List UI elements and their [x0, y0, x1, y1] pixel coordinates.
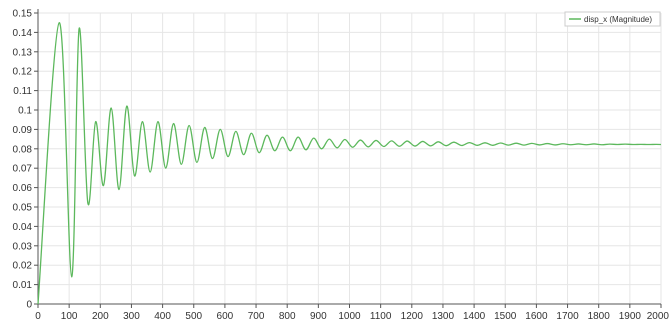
x-tick-label: 700: [248, 311, 265, 322]
x-tick-label: 1700: [556, 311, 579, 322]
x-tick-label: 200: [92, 311, 109, 322]
y-tick-label: 0.15: [13, 9, 33, 20]
tick-labels: 0 0.01 0.02 0.03 0.04 0.05 0.06 0.07 0.08 0.09 0.1…: [13, 9, 670, 323]
y-tick-label: 0.11: [13, 86, 32, 97]
y-tick-label: 0.05: [13, 203, 33, 214]
x-tick-label: 400: [154, 311, 171, 322]
x-tick-label: 1300: [432, 311, 455, 322]
y-tick-label: 0.1: [18, 106, 32, 117]
x-tick-label: 1900: [619, 311, 642, 322]
y-tick-label: 0.04: [13, 222, 33, 233]
x-tick-label: 0: [35, 311, 41, 322]
x-tick-label: 1600: [525, 311, 548, 322]
y-tick-label: 0.13: [13, 47, 33, 58]
x-tick-label: 900: [310, 311, 327, 322]
y-tick-label: 0.07: [13, 164, 33, 175]
legend[interactable]: disp_x (Magnitude): [564, 11, 661, 27]
y-tick-label: 0.02: [13, 261, 33, 272]
x-tick-label: 1400: [463, 311, 486, 322]
y-tick-label: 0.01: [13, 280, 33, 291]
x-tick-label: 1800: [588, 311, 611, 322]
axes: [34, 9, 662, 308]
x-tick-label: 800: [279, 311, 296, 322]
y-tick-label: 0.03: [13, 241, 33, 252]
y-tick-label: 0.14: [13, 28, 33, 39]
x-tick-label: 100: [61, 311, 78, 322]
series-line-0: [37, 22, 662, 305]
x-tick-label: 1200: [401, 311, 424, 322]
y-tick-label: 0.06: [13, 183, 33, 194]
y-tick-label: 0.08: [13, 144, 33, 155]
legend-label: disp_x (Magnitude): [584, 15, 652, 24]
x-tick-label: 500: [185, 311, 202, 322]
x-tick-label: 300: [123, 311, 140, 322]
x-tick-label: 1000: [338, 311, 361, 322]
y-tick-label: 0: [26, 300, 32, 311]
x-tick-label: 1100: [370, 311, 392, 322]
x-tick-label: 2000: [647, 311, 670, 322]
grid-lines: [37, 12, 662, 305]
x-tick-label: 600: [217, 311, 234, 322]
x-tick-label: 1500: [494, 311, 517, 322]
y-tick-label: 0.09: [13, 125, 33, 136]
legend-box: [564, 11, 661, 27]
series-lines: [37, 22, 662, 305]
y-tick-label: 0.12: [13, 67, 33, 78]
